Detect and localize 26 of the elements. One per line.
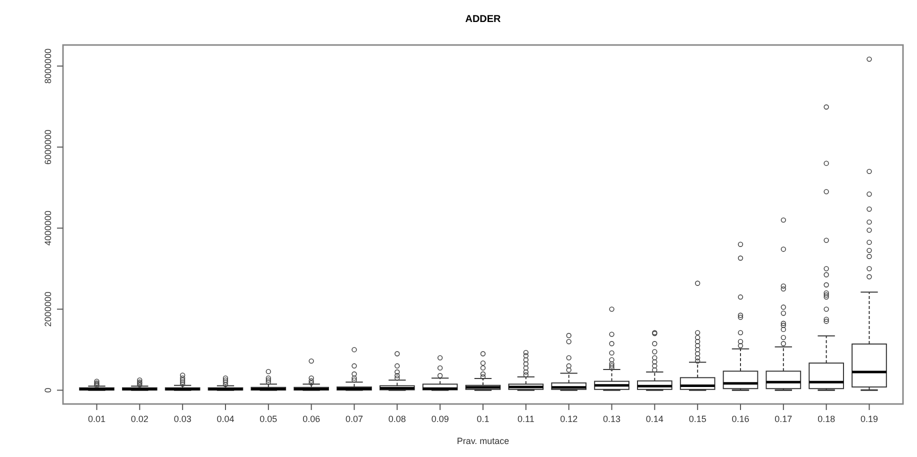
x-tick-label: 0.05	[260, 414, 278, 424]
chart-title: ADDER	[465, 14, 502, 25]
x-tick-label: 0.18	[818, 414, 836, 424]
x-tick-label: 0.19	[860, 414, 878, 424]
x-tick-label: 0.11	[517, 414, 534, 424]
x-tick-label: 0.12	[560, 414, 578, 424]
x-tick-label: 0.1	[476, 414, 490, 424]
x-tick-label: 0.16	[732, 414, 750, 424]
x-tick-label: 0.17	[774, 414, 792, 424]
x-tick-label: 0.14	[646, 414, 664, 424]
y-tick-label: 4000000	[43, 210, 53, 246]
x-tick-label: 0.09	[431, 414, 449, 424]
x-tick-label: 0.13	[602, 414, 621, 424]
x-tick-label: 0.07	[345, 414, 364, 424]
x-axis-title: Prav. mutace	[456, 436, 510, 446]
y-tick-label: 8000000	[43, 48, 53, 84]
x-tick-label: 0.01	[88, 414, 106, 424]
x-tick-label: 0.04	[216, 414, 234, 424]
y-tick-label: 0	[43, 388, 53, 393]
x-tick-label: 0.02	[130, 414, 148, 424]
y-tick-label: 2000000	[43, 292, 53, 327]
y-tick-label: 6000000	[43, 130, 53, 165]
x-tick-label: 0.03	[174, 414, 192, 424]
x-tick-label: 0.15	[688, 414, 706, 424]
x-tick-label: 0.06	[302, 414, 320, 424]
x-tick-label: 0.08	[388, 414, 406, 424]
